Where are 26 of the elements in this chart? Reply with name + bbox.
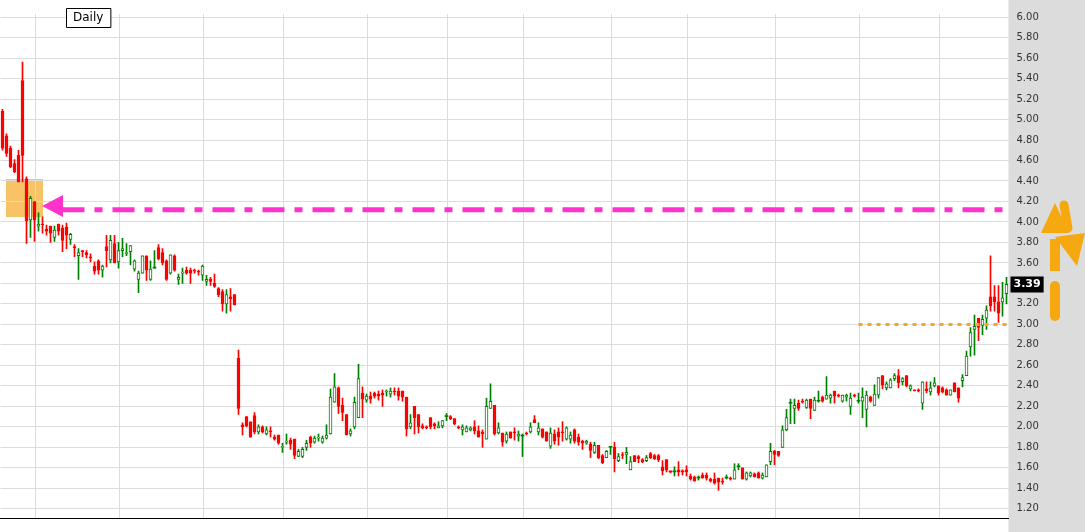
y-tick-label: 1.80 xyxy=(1016,440,1039,452)
y-tick-label: 5.40 xyxy=(1016,72,1039,84)
y-tick-label: 5.80 xyxy=(1016,31,1039,43)
annotation: 3.39 xyxy=(1013,277,1041,291)
y-tick-label: 2.80 xyxy=(1016,338,1039,350)
y-tick-label: 5.20 xyxy=(1016,92,1039,104)
y-tick-label: 6.00 xyxy=(1016,10,1039,22)
y-tick-label: 1.60 xyxy=(1016,461,1039,473)
y-tick-label: 4.80 xyxy=(1016,133,1039,145)
y-tick-label: 1.20 xyxy=(1016,502,1039,514)
y-tick-label: 3.00 xyxy=(1016,317,1039,329)
y-tick-label: 4.20 xyxy=(1016,195,1039,207)
y-tick-label: 2.60 xyxy=(1016,358,1039,370)
y-tick-label: 2.20 xyxy=(1016,399,1039,411)
chart-title: Daily xyxy=(73,10,104,25)
y-tick-label: 1.40 xyxy=(1016,481,1039,493)
y-tick-label: 5.60 xyxy=(1016,51,1039,63)
y-tick-label: 4.40 xyxy=(1016,174,1039,186)
y-tick-label: 5.00 xyxy=(1016,113,1039,125)
y-tick-label: 4.00 xyxy=(1016,215,1039,227)
y-tick-label: 2.00 xyxy=(1016,420,1039,432)
y-tick-label: 3.80 xyxy=(1016,236,1039,248)
y-tick-label: 2.40 xyxy=(1016,379,1039,391)
y-tick-label: 3.20 xyxy=(1016,297,1039,309)
y-tick-label: 4.60 xyxy=(1016,154,1039,166)
y-tick-label: 3.60 xyxy=(1016,256,1039,268)
